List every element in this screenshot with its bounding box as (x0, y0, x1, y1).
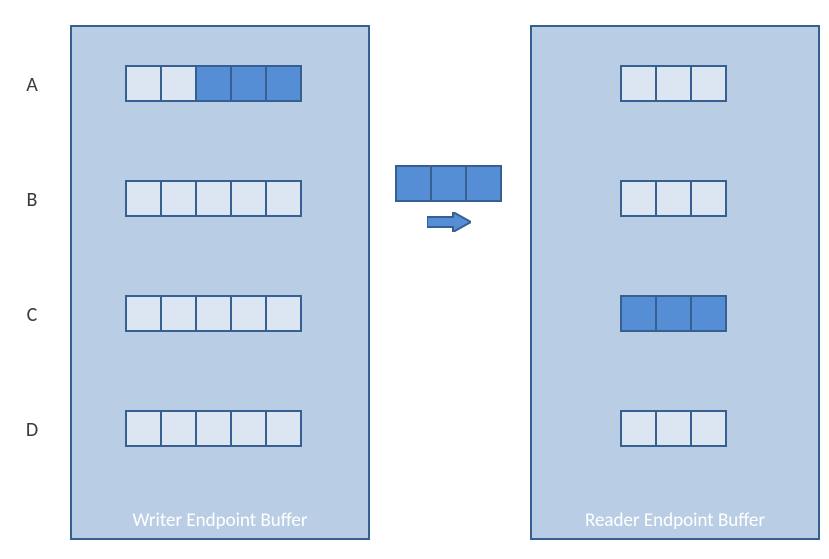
row-label-c: C (22, 303, 42, 327)
transit-packet (395, 165, 502, 202)
writer-row-c (125, 295, 302, 332)
buffer-cell (265, 65, 302, 102)
buffer-cell (620, 410, 657, 447)
buffer-cell (655, 180, 692, 217)
row-label-d: D (22, 418, 42, 442)
buffer-cell (620, 180, 657, 217)
buffer-cell (655, 295, 692, 332)
buffer-cell (230, 180, 267, 217)
buffer-cell (620, 295, 657, 332)
buffer-cell (160, 295, 197, 332)
buffer-cell (265, 295, 302, 332)
writer-row-b (125, 180, 302, 217)
writer-panel-label: Writer Endpoint Buffer (72, 509, 368, 532)
writer-row-a (125, 65, 302, 102)
writer-row-d (125, 410, 302, 447)
buffer-cell (690, 295, 727, 332)
buffer-cell (655, 410, 692, 447)
arrow-icon (427, 212, 471, 232)
buffer-cell (195, 65, 232, 102)
buffer-cell (230, 410, 267, 447)
buffer-cell (195, 295, 232, 332)
buffer-cell (125, 65, 162, 102)
buffer-cell (125, 410, 162, 447)
row-label-b: B (22, 188, 42, 212)
buffer-cell (465, 165, 502, 202)
buffer-cell (230, 65, 267, 102)
reader-row-b (620, 180, 727, 217)
reader-row-a (620, 65, 727, 102)
buffer-cell (690, 180, 727, 217)
buffer-cell (265, 180, 302, 217)
buffer-cell (395, 165, 432, 202)
buffer-cell (690, 65, 727, 102)
reader-row-c (620, 295, 727, 332)
reader-row-d (620, 410, 727, 447)
buffer-cell (125, 295, 162, 332)
buffer-cell (690, 410, 727, 447)
buffer-cell (195, 410, 232, 447)
buffer-cell (265, 410, 302, 447)
buffer-cell (160, 410, 197, 447)
buffer-cell (655, 65, 692, 102)
buffer-cell (160, 180, 197, 217)
reader-endpoint-buffer: Reader Endpoint Buffer (530, 25, 820, 540)
reader-panel-label: Reader Endpoint Buffer (532, 509, 818, 532)
writer-endpoint-buffer: Writer Endpoint Buffer (70, 25, 370, 540)
buffer-cell (125, 180, 162, 217)
row-label-a: A (22, 73, 42, 97)
buffer-cell (195, 180, 232, 217)
buffer-cell (620, 65, 657, 102)
buffer-cell (230, 295, 267, 332)
buffer-cell (160, 65, 197, 102)
buffer-cell (430, 165, 467, 202)
